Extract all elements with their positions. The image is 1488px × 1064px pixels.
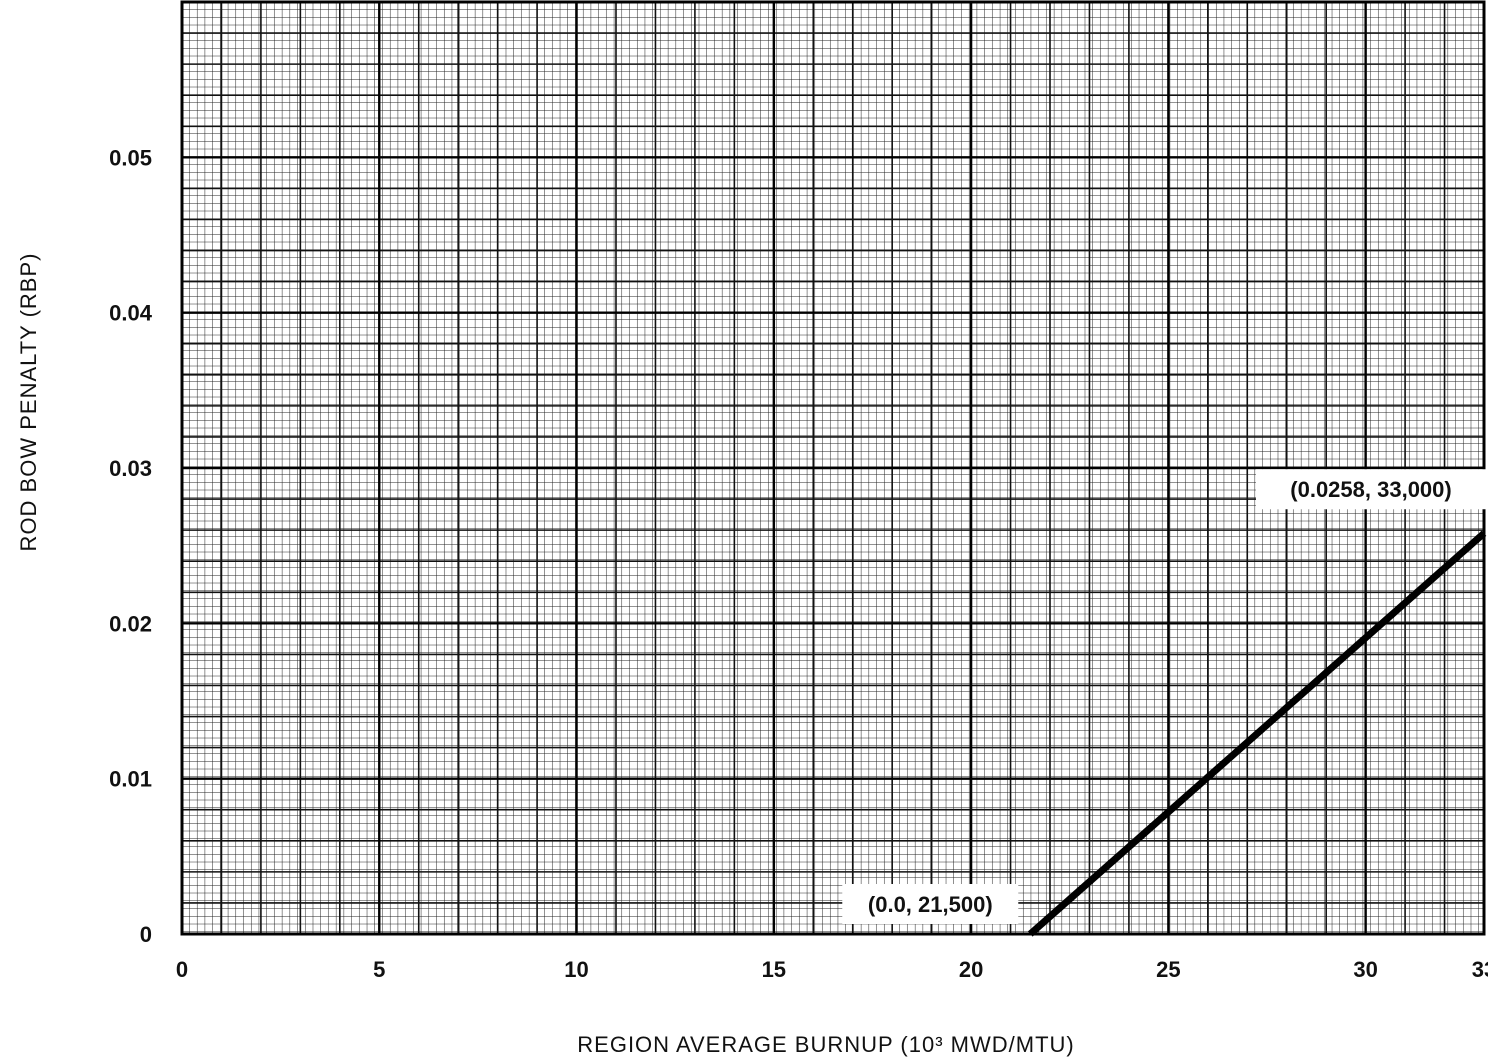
x-tick-label: 5	[373, 957, 385, 982]
y-tick-label: 0.02	[109, 611, 152, 636]
y-tick-label: 0.01	[109, 767, 152, 792]
x-tick-label: 15	[762, 957, 786, 982]
x-tick-label: 30	[1353, 957, 1377, 982]
annotation-label: (0.0, 21,500)	[868, 892, 993, 917]
x-axis-ticks: 0 5 10 15 20 25 30 33	[176, 957, 1488, 982]
x-axis-label: REGION AVERAGE BURNUP (10³ MWD/MTU)	[577, 1032, 1074, 1057]
x-tick-label: 0	[176, 957, 188, 982]
plot-frame	[180, 0, 1486, 936]
annotation-layer: (0.0, 21,500) (0.0258, 33,000)	[842, 469, 1486, 924]
annotation-label: (0.0258, 33,000)	[1290, 477, 1451, 502]
annotation-box	[1256, 469, 1486, 510]
series-layer	[1027, 530, 1487, 937]
rbp-series-line	[1027, 530, 1487, 937]
y-tick-label: 0.03	[109, 456, 152, 481]
annotation-box	[842, 884, 1019, 924]
x-tick-label: 25	[1156, 957, 1180, 982]
x-tick-label: 33	[1472, 957, 1488, 982]
x-tick-label: 10	[564, 957, 588, 982]
plot-area	[180, 0, 1486, 936]
y-axis-ticks: 0 0.01 0.02 0.03 0.04 0.05	[109, 145, 153, 947]
y-tick-label: 0.05	[109, 145, 152, 170]
y-axis-label: ROD BOW PENALTY (RBP)	[16, 253, 41, 552]
y-tick-label: 0.04	[109, 301, 153, 326]
y-tick-label: 0	[140, 922, 152, 947]
x-tick-label: 20	[959, 957, 983, 982]
